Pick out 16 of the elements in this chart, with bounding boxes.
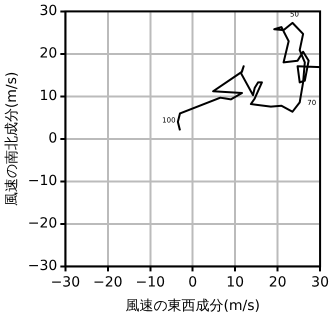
y-axis-title: 風速の南北成分(m/s) — [4, 72, 20, 206]
y-tick-label: −30 — [28, 258, 58, 274]
y-tick-label: 20 — [40, 46, 58, 62]
y-tick-label: 30 — [40, 3, 58, 20]
x-tick-label: −10 — [135, 274, 166, 290]
x-tick-label: 10 — [226, 274, 244, 290]
x-tick-label: −30 — [50, 274, 80, 290]
x-axis-title: 風速の東西成分(m/s) — [125, 298, 260, 314]
y-tick-label: 0 — [48, 130, 58, 147]
x-tick-label: 30 — [311, 274, 330, 290]
x-tick-label: 20 — [268, 274, 287, 290]
x-tick-label: 0 — [188, 274, 198, 290]
x-tick-label: −20 — [93, 274, 123, 290]
y-tick-label: −10 — [28, 173, 58, 190]
y-tick-label: −20 — [28, 216, 58, 232]
y-tick-label: 10 — [40, 88, 58, 104]
